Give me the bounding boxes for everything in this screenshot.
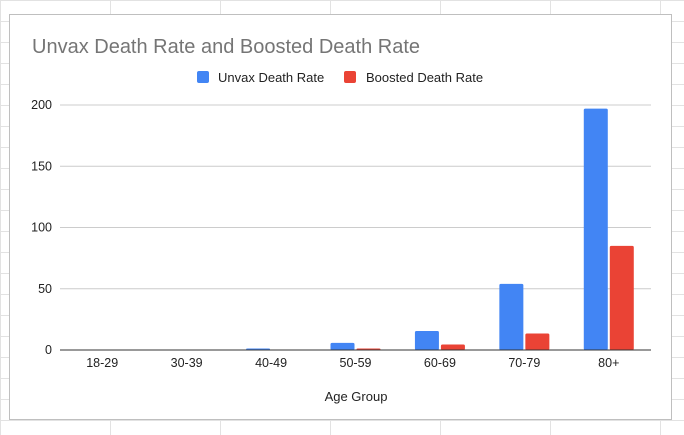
bar-chart: Unvax Death Rate and Boosted Death Rate … xyxy=(31,36,651,404)
x-tick-label: 60-69 xyxy=(424,356,456,370)
y-tick-label: 200 xyxy=(31,98,52,112)
x-tick-label: 80+ xyxy=(598,356,619,370)
bar-boosted-80+ xyxy=(609,245,634,350)
bar-unvax-80+ xyxy=(583,108,608,350)
chart-card: Unvax Death Rate and Boosted Death Rate … xyxy=(9,14,672,420)
gridlines xyxy=(60,104,651,290)
bar-boosted-60-69 xyxy=(440,344,465,350)
x-axis-ticks: 18-29 30-39 40-49 50-59 60-69 70-79 80+ xyxy=(86,356,619,370)
bars xyxy=(77,108,634,350)
bar-unvax-50-59 xyxy=(330,342,355,350)
y-tick-label: 0 xyxy=(45,343,52,357)
chart-title: Unvax Death Rate and Boosted Death Rate xyxy=(32,36,420,58)
x-tick-label: 18-29 xyxy=(86,356,118,370)
y-tick-label: 150 xyxy=(31,159,52,173)
legend: Unvax Death Rate Boosted Death Rate xyxy=(197,70,483,85)
legend-swatch-unvax xyxy=(197,71,209,83)
legend-label-unvax: Unvax Death Rate xyxy=(218,70,324,85)
y-tick-label: 50 xyxy=(38,282,52,296)
y-axis-ticks: 0 50 100 150 200 xyxy=(31,98,52,357)
bar-boosted-70-79 xyxy=(525,333,550,350)
bar-unvax-70-79 xyxy=(499,283,524,350)
bar-unvax-60-69 xyxy=(414,331,439,350)
legend-label-boosted: Boosted Death Rate xyxy=(366,70,483,85)
x-tick-label: 50-59 xyxy=(340,356,372,370)
x-tick-label: 30-39 xyxy=(171,356,203,370)
y-tick-label: 100 xyxy=(31,221,52,235)
legend-swatch-boosted xyxy=(344,71,356,83)
x-axis-title: Age Group xyxy=(325,389,388,404)
x-tick-label: 70-79 xyxy=(508,356,540,370)
x-tick-label: 40-49 xyxy=(255,356,287,370)
